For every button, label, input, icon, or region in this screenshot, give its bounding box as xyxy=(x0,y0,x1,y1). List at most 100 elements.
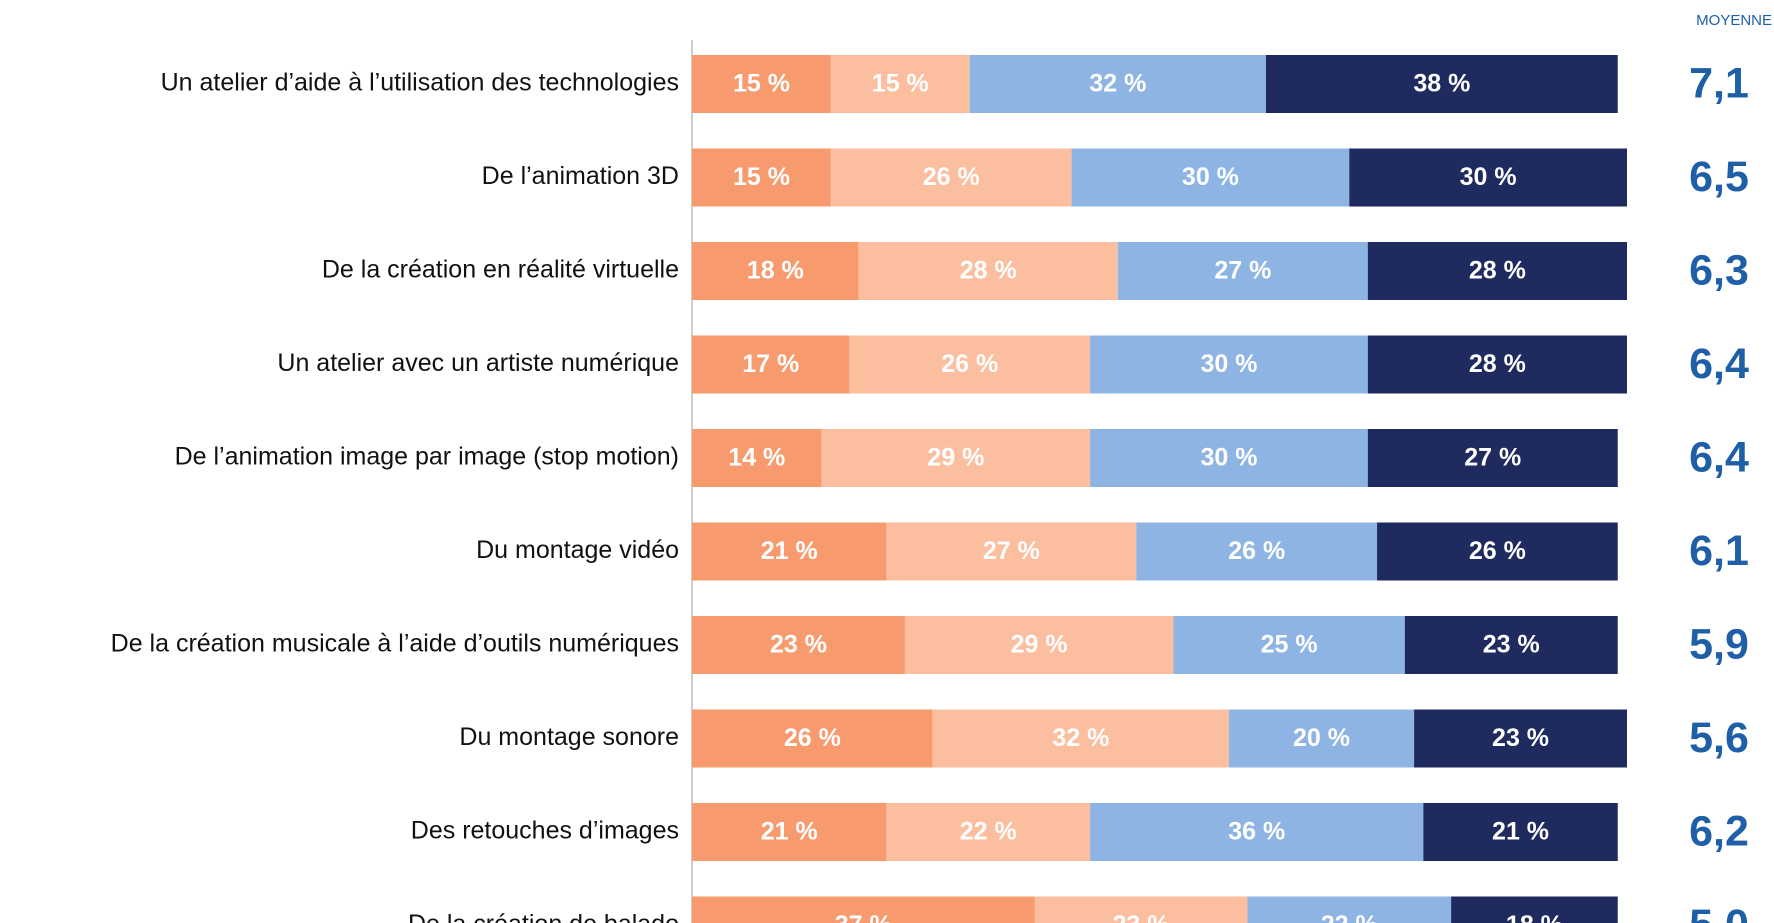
bar-segment xyxy=(821,429,1091,487)
segment-label: 27 % xyxy=(983,537,1040,565)
bar-segment xyxy=(830,148,1072,207)
segment-label: 28 % xyxy=(960,257,1017,285)
bar-segment xyxy=(1414,709,1627,768)
category-label: Des retouches d’images xyxy=(411,817,679,845)
bar-segment xyxy=(969,55,1266,113)
category-label: De la création musicale à l’aide d’outil… xyxy=(111,630,679,658)
bar-segment xyxy=(692,55,831,113)
average-value: 6,3 xyxy=(1689,246,1749,294)
segment-label: 21 % xyxy=(1492,818,1549,846)
category-label: Un atelier avec un artiste numérique xyxy=(277,349,679,377)
segment-label: 29 % xyxy=(927,444,984,472)
segment-label: 30 % xyxy=(1460,163,1517,191)
segment-label: 27 % xyxy=(1464,444,1521,472)
bar-segment xyxy=(1377,522,1618,581)
bar-segment xyxy=(1367,429,1618,487)
segment-label: 30 % xyxy=(1200,350,1257,378)
bar-segment xyxy=(1423,803,1618,861)
segment-label: 15 % xyxy=(872,70,929,98)
bar-segment xyxy=(692,522,887,581)
bar-segment xyxy=(1367,335,1627,394)
segment-label: 15 % xyxy=(733,70,790,98)
average-value: 6,5 xyxy=(1689,153,1749,201)
bar-segment xyxy=(1071,148,1350,207)
average-value: 5,9 xyxy=(1689,620,1749,668)
bar-segment xyxy=(904,616,1174,674)
segment-label: 18 % xyxy=(747,257,804,285)
bar-segment xyxy=(1090,335,1368,394)
bar-segment xyxy=(1349,148,1627,207)
bar-segment xyxy=(692,148,831,207)
bar-segment xyxy=(1090,803,1424,861)
bar-segment xyxy=(1367,242,1627,300)
segment-label: 23 % xyxy=(1492,724,1549,752)
segment-label: 26 % xyxy=(1228,537,1285,565)
bar-segment xyxy=(1034,896,1248,923)
segment-label: 28 % xyxy=(1469,257,1526,285)
bar-segment xyxy=(692,242,859,300)
average-value: 5,6 xyxy=(1689,714,1749,762)
average-value: 6,2 xyxy=(1689,807,1749,855)
segment-label: 20 % xyxy=(1293,724,1350,752)
bar-segment xyxy=(692,335,850,394)
bar-segment xyxy=(932,709,1229,768)
segment-label: 38 % xyxy=(1413,70,1470,98)
bar-segment xyxy=(1404,616,1618,674)
bar-segment xyxy=(1090,429,1368,487)
segment-label: 32 % xyxy=(1089,70,1146,98)
bar-segment xyxy=(849,335,1091,394)
bar-segment xyxy=(1136,522,1378,581)
average-value: 7,1 xyxy=(1689,59,1749,107)
segment-label: 23 % xyxy=(1112,911,1169,923)
bar-segment xyxy=(692,896,1035,923)
segment-label: 17 % xyxy=(742,350,799,378)
category-label: Un atelier d’aide à l’utilisation des te… xyxy=(161,69,679,97)
segment-label: 26 % xyxy=(784,724,841,752)
segment-label: 23 % xyxy=(770,631,827,659)
category-label: De la création de balado xyxy=(408,910,679,923)
segment-label: 36 % xyxy=(1228,818,1285,846)
segment-label: 22 % xyxy=(960,818,1017,846)
bar-segment xyxy=(886,522,1137,581)
segment-label: 26 % xyxy=(941,350,998,378)
category-label: De la création en réalité virtuelle xyxy=(322,256,679,284)
bar-segment xyxy=(830,55,970,113)
average-value: 6,1 xyxy=(1689,527,1749,575)
segment-label: 25 % xyxy=(1261,631,1318,659)
category-label: Du montage sonore xyxy=(459,723,679,751)
bar-segment xyxy=(886,803,1091,861)
segment-label: 22 % xyxy=(1321,911,1378,923)
bar-segment xyxy=(1228,709,1415,768)
bar-segment xyxy=(858,242,1118,300)
segment-label: 30 % xyxy=(1200,444,1257,472)
segment-label: 21 % xyxy=(761,818,818,846)
segment-label: 18 % xyxy=(1506,911,1563,923)
bar-segment xyxy=(692,803,887,861)
segment-label: 29 % xyxy=(1011,631,1068,659)
segment-label: 23 % xyxy=(1483,631,1540,659)
segment-label: 14 % xyxy=(728,444,785,472)
average-value: 5,0 xyxy=(1689,901,1749,923)
average-value: 6,4 xyxy=(1689,433,1749,481)
segment-label: 28 % xyxy=(1469,350,1526,378)
segment-label: 37 % xyxy=(835,911,892,923)
bar-segment xyxy=(1117,242,1368,300)
segment-label: 26 % xyxy=(923,163,980,191)
segment-label: 26 % xyxy=(1469,537,1526,565)
category-label: Du montage vidéo xyxy=(476,536,679,564)
average-title: MOYENNE xyxy=(1696,12,1772,29)
bar-segment xyxy=(1247,896,1452,923)
bar-segment xyxy=(692,709,933,768)
segment-label: 32 % xyxy=(1052,724,1109,752)
average-value: 6,4 xyxy=(1689,340,1749,388)
category-label: De l’animation 3D xyxy=(482,162,679,190)
segment-label: 27 % xyxy=(1214,257,1271,285)
bar-segment xyxy=(1173,616,1405,674)
segment-label: 15 % xyxy=(733,163,790,191)
segment-label: 30 % xyxy=(1182,163,1239,191)
bar-segment xyxy=(1451,896,1618,923)
segment-label: 21 % xyxy=(761,537,818,565)
bar-segment xyxy=(692,429,822,487)
bar-segment xyxy=(1265,55,1618,113)
